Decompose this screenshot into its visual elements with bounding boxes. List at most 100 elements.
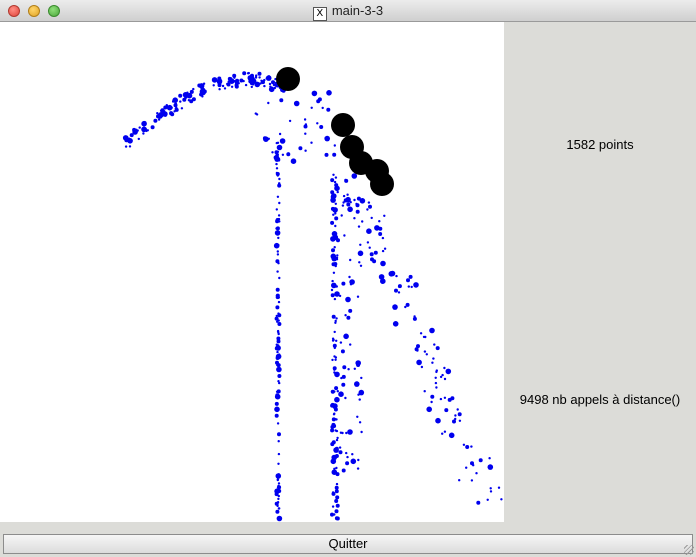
point-mark bbox=[142, 127, 147, 132]
point-mark bbox=[351, 453, 354, 456]
point-mark bbox=[335, 285, 338, 288]
point-mark bbox=[303, 118, 307, 121]
centroid-mark bbox=[370, 172, 394, 196]
point-mark bbox=[275, 390, 279, 393]
x11-icon: X bbox=[312, 7, 327, 21]
point-mark bbox=[277, 380, 280, 383]
point-mark bbox=[334, 321, 337, 324]
point-mark bbox=[398, 285, 401, 288]
point-mark bbox=[374, 225, 380, 231]
point-mark bbox=[383, 247, 387, 250]
point-mark bbox=[370, 216, 373, 220]
point-mark bbox=[239, 78, 244, 83]
point-mark bbox=[217, 83, 222, 88]
zoom-window-button[interactable] bbox=[48, 5, 60, 17]
point-mark bbox=[333, 144, 336, 147]
point-mark bbox=[448, 432, 455, 439]
point-mark bbox=[298, 146, 303, 151]
point-mark bbox=[251, 83, 255, 86]
point-mark bbox=[343, 333, 349, 340]
point-mark bbox=[380, 278, 386, 285]
point-mark bbox=[458, 419, 462, 422]
point-mark bbox=[178, 93, 183, 98]
point-mark bbox=[276, 366, 282, 373]
point-mark bbox=[321, 106, 324, 110]
point-mark bbox=[394, 288, 398, 293]
point-mark bbox=[331, 248, 335, 253]
point-mark bbox=[277, 236, 280, 240]
point-mark bbox=[366, 241, 370, 244]
point-mark bbox=[457, 412, 462, 417]
close-window-button[interactable] bbox=[8, 5, 20, 17]
point-mark bbox=[334, 418, 337, 421]
minimize-window-button[interactable] bbox=[28, 5, 40, 17]
point-mark bbox=[333, 246, 336, 249]
point-mark bbox=[349, 201, 352, 204]
point-mark bbox=[356, 467, 360, 470]
point-mark bbox=[344, 198, 349, 203]
point-mark bbox=[331, 255, 338, 262]
point-mark bbox=[334, 212, 337, 215]
point-mark bbox=[410, 285, 413, 289]
point-mark bbox=[277, 322, 282, 326]
points-canvas[interactable] bbox=[0, 22, 504, 522]
point-mark bbox=[174, 107, 177, 111]
point-mark bbox=[347, 206, 353, 213]
point-mark bbox=[380, 260, 386, 267]
point-mark bbox=[156, 114, 160, 119]
point-mark bbox=[336, 238, 340, 243]
point-mark bbox=[277, 331, 280, 334]
point-mark bbox=[124, 145, 128, 148]
point-mark bbox=[445, 368, 452, 375]
point-mark bbox=[277, 364, 280, 367]
point-mark bbox=[277, 300, 281, 304]
point-mark bbox=[358, 421, 362, 424]
point-mark bbox=[335, 339, 338, 342]
point-mark bbox=[359, 264, 363, 267]
resize-grip[interactable] bbox=[684, 545, 694, 555]
point-mark bbox=[276, 253, 280, 256]
point-mark bbox=[435, 369, 438, 372]
point-mark bbox=[171, 100, 175, 103]
point-mark bbox=[416, 344, 420, 349]
point-mark bbox=[271, 80, 275, 85]
point-mark bbox=[275, 314, 278, 318]
point-mark bbox=[271, 151, 274, 154]
point-mark bbox=[263, 84, 266, 88]
point-mark bbox=[367, 201, 371, 204]
point-mark bbox=[311, 90, 318, 97]
point-mark bbox=[211, 77, 218, 83]
point-mark bbox=[293, 100, 300, 107]
point-mark bbox=[444, 408, 449, 413]
point-mark bbox=[341, 204, 345, 207]
point-mark bbox=[254, 76, 258, 79]
point-mark bbox=[392, 304, 398, 310]
point-mark bbox=[146, 129, 149, 132]
point-mark bbox=[277, 494, 280, 498]
point-mark bbox=[277, 374, 282, 378]
point-mark bbox=[472, 464, 475, 467]
point-mark bbox=[430, 394, 435, 399]
point-mark bbox=[366, 208, 369, 211]
point-mark bbox=[357, 250, 364, 257]
point-mark bbox=[274, 393, 281, 400]
point-mark bbox=[286, 152, 291, 157]
point-mark bbox=[278, 132, 282, 136]
distance-calls-label: 9498 nb appels à distance() bbox=[519, 392, 681, 407]
point-mark bbox=[276, 250, 279, 253]
point-mark bbox=[430, 400, 433, 404]
point-mark bbox=[338, 450, 343, 455]
point-mark bbox=[277, 214, 281, 217]
point-mark bbox=[250, 85, 253, 89]
point-mark bbox=[331, 314, 336, 319]
point-mark bbox=[278, 201, 281, 205]
quit-button[interactable]: Quitter bbox=[3, 534, 693, 554]
point-mark bbox=[355, 203, 360, 208]
point-mark bbox=[412, 316, 417, 321]
point-mark bbox=[331, 279, 334, 283]
point-mark bbox=[353, 367, 356, 370]
point-mark bbox=[331, 491, 336, 496]
point-mark bbox=[268, 82, 272, 86]
point-mark bbox=[277, 432, 281, 437]
point-mark bbox=[392, 321, 399, 327]
